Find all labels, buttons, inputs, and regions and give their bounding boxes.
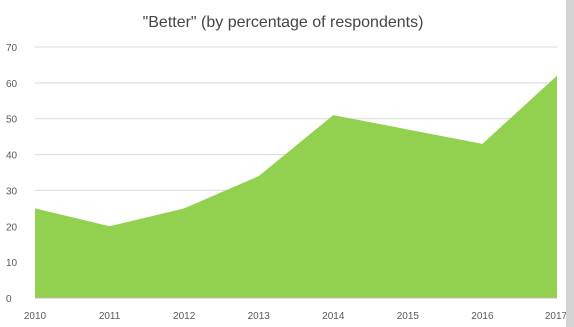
x-tick-label: 2016 — [471, 311, 494, 322]
plot-area — [34, 75, 558, 298]
y-tick-label: 10 — [6, 258, 18, 269]
y-tick-label: 20 — [6, 222, 18, 233]
y-tick-label: 50 — [6, 115, 18, 126]
x-tick-label: 2012 — [173, 311, 196, 322]
y-axis: 0 10 20 30 40 50 60 70 — [6, 43, 18, 305]
x-axis: 2010 2011 2012 2013 2014 2015 2016 2017 — [24, 297, 566, 322]
y-tick-label: 40 — [6, 151, 18, 162]
y-tick-label: 60 — [6, 79, 18, 90]
x-tick-label: 2017 — [545, 311, 566, 322]
chart-title: "Better" (by percentage of respondents) — [143, 14, 424, 31]
series-area — [35, 75, 557, 298]
x-tick-label: 2011 — [99, 311, 121, 322]
x-tick-label: 2014 — [322, 311, 345, 322]
x-tick-label: 2015 — [397, 311, 420, 322]
x-tick-label: 2010 — [24, 311, 47, 322]
y-tick-label: 0 — [6, 294, 12, 305]
y-tick-label: 70 — [6, 43, 18, 54]
x-tick-label: 2013 — [248, 311, 271, 322]
y-tick-label: 30 — [6, 186, 18, 197]
